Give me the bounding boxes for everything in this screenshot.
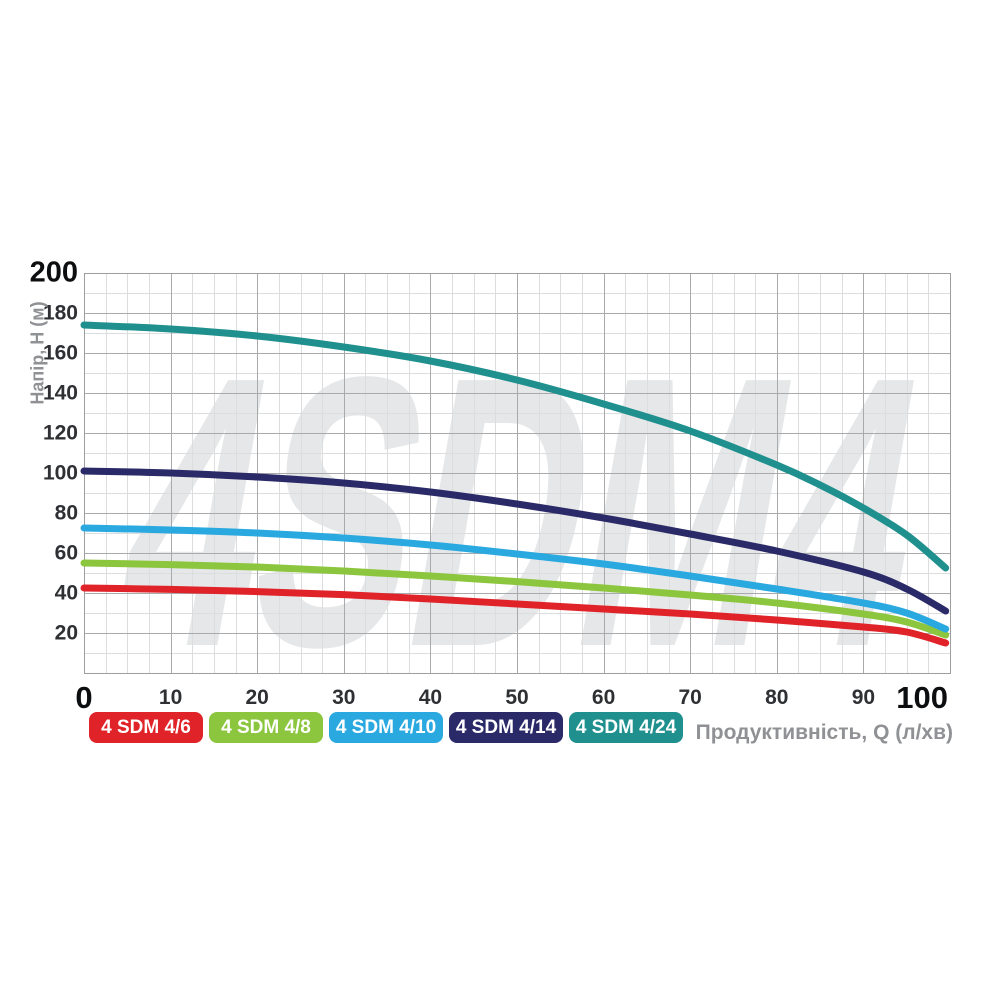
x-tick-label-40: 40 [418,686,443,709]
series-curve-4-sdm-4-24 [80,321,950,572]
x-tick-label-30: 30 [332,686,356,709]
y-tick-label-120: 120 [42,421,78,445]
watermark-text: 4SDM4 [95,298,952,728]
series-curve-4-sdm-4-8 [80,559,950,639]
y-tick-label-160: 160 [42,341,78,365]
chart-legend: 4 SDM 4/6 4 SDM 4/8 4 SDM 4/10 4 SDM 4/14 4 … [89,712,683,743]
legend-item-4-sdm-4-8[interactable]: 4 SDM 4/8 [209,712,323,743]
x-tick-label-50: 50 [505,686,529,709]
x-tick-label-0: 0 [75,680,93,715]
x-axis-title: Продуктивність, Q (л/хв) [695,721,953,744]
series-curve-4-sdm-4-14 [80,467,950,615]
legend-item-4-sdm-4-6[interactable]: 4 SDM 4/6 [89,712,203,743]
watermark: 4SDM4 [95,298,952,728]
x-tick-label-80: 80 [765,686,789,709]
x-tick-label-70: 70 [678,686,702,709]
y-tick-label-40: 40 [54,581,78,605]
legend-item-4-sdm-4-24[interactable]: 4 SDM 4/24 [569,712,683,743]
y-tick-label-20: 20 [54,621,78,645]
x-tick-label-60: 60 [591,686,616,709]
legend-item-4-sdm-4-14[interactable]: 4 SDM 4/14 [449,712,563,743]
y-tick-label-60: 60 [54,541,78,565]
series-curve-4-sdm-4-6 [80,584,950,647]
legend-item-4-sdm-4-10[interactable]: 4 SDM 4/10 [329,712,443,743]
y-tick-label-100: 100 [42,461,78,485]
series-curve-4-sdm-4-10 [80,524,950,633]
x-tick-label-100: 100 [896,680,948,715]
y-tick-label-200: 200 [29,256,78,289]
x-tick-label-10: 10 [158,686,183,709]
x-tick-label-20: 20 [245,686,269,709]
y-axis-title: Напір, H (м) [27,301,48,405]
x-tick-label-90: 90 [851,686,876,709]
y-tick-label-180: 180 [42,301,78,325]
y-tick-label-140: 140 [42,381,78,405]
y-tick-label-80: 80 [54,501,78,525]
